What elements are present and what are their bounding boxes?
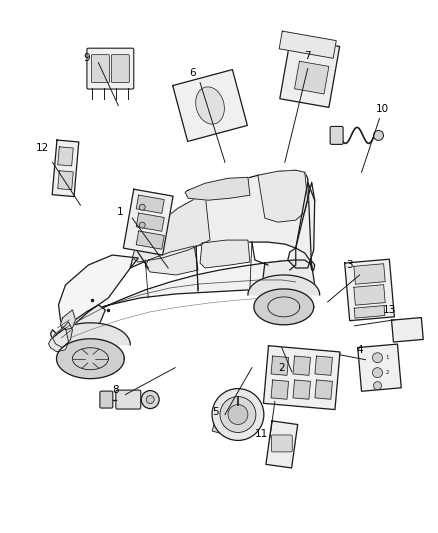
Polygon shape: [53, 322, 72, 348]
Text: 8: 8: [112, 385, 119, 394]
Polygon shape: [315, 356, 332, 375]
Text: 13: 13: [383, 305, 396, 315]
Circle shape: [141, 391, 159, 409]
Ellipse shape: [196, 87, 224, 124]
Polygon shape: [258, 171, 308, 222]
Polygon shape: [271, 356, 289, 375]
Text: 4: 4: [356, 345, 363, 355]
Polygon shape: [293, 380, 311, 399]
FancyBboxPatch shape: [330, 126, 343, 144]
Text: 11: 11: [255, 430, 268, 440]
Polygon shape: [59, 255, 138, 335]
Circle shape: [212, 389, 264, 440]
Circle shape: [146, 395, 154, 403]
Polygon shape: [185, 177, 250, 200]
Circle shape: [139, 204, 145, 210]
Polygon shape: [173, 70, 247, 141]
FancyBboxPatch shape: [271, 435, 292, 452]
Polygon shape: [315, 380, 332, 399]
Polygon shape: [345, 259, 394, 321]
Circle shape: [372, 368, 382, 378]
Polygon shape: [60, 310, 75, 330]
Circle shape: [228, 405, 248, 424]
Polygon shape: [57, 339, 124, 378]
Polygon shape: [136, 231, 164, 249]
Polygon shape: [132, 193, 210, 262]
Polygon shape: [280, 38, 339, 107]
Text: 9: 9: [83, 53, 90, 63]
Polygon shape: [358, 344, 401, 391]
Circle shape: [374, 131, 384, 140]
Polygon shape: [212, 414, 248, 439]
Polygon shape: [52, 140, 79, 197]
Polygon shape: [57, 260, 314, 336]
FancyBboxPatch shape: [92, 55, 110, 83]
Polygon shape: [262, 260, 314, 296]
FancyBboxPatch shape: [87, 48, 134, 89]
Polygon shape: [130, 171, 312, 270]
Text: 7: 7: [304, 51, 311, 61]
Polygon shape: [392, 318, 423, 342]
Polygon shape: [136, 195, 164, 213]
Polygon shape: [200, 240, 250, 268]
Polygon shape: [50, 305, 106, 345]
Text: 1: 1: [117, 207, 124, 217]
Text: 2: 2: [386, 370, 389, 375]
Text: 3: 3: [346, 260, 353, 270]
Polygon shape: [254, 289, 314, 325]
Polygon shape: [264, 346, 340, 409]
Polygon shape: [293, 356, 311, 375]
Text: 12: 12: [36, 143, 49, 154]
Polygon shape: [271, 380, 289, 399]
Polygon shape: [354, 264, 385, 284]
Polygon shape: [58, 171, 73, 190]
Polygon shape: [136, 213, 164, 231]
Text: 1: 1: [386, 355, 389, 360]
Polygon shape: [50, 323, 130, 345]
Polygon shape: [58, 147, 73, 166]
Polygon shape: [279, 31, 336, 58]
Circle shape: [220, 397, 256, 432]
Polygon shape: [354, 305, 385, 318]
Text: 2: 2: [279, 362, 285, 373]
FancyBboxPatch shape: [111, 55, 129, 83]
Polygon shape: [288, 182, 314, 268]
Polygon shape: [248, 275, 320, 295]
Circle shape: [139, 222, 145, 228]
Text: 10: 10: [376, 103, 389, 114]
Polygon shape: [49, 328, 68, 352]
Polygon shape: [124, 189, 173, 255]
Polygon shape: [295, 61, 329, 94]
Text: 5: 5: [212, 407, 218, 416]
Polygon shape: [145, 246, 198, 275]
Text: 6: 6: [189, 68, 195, 78]
Polygon shape: [266, 421, 298, 468]
Circle shape: [372, 353, 382, 362]
FancyBboxPatch shape: [100, 391, 113, 408]
Circle shape: [374, 382, 381, 390]
Polygon shape: [354, 285, 385, 305]
FancyBboxPatch shape: [116, 390, 141, 409]
